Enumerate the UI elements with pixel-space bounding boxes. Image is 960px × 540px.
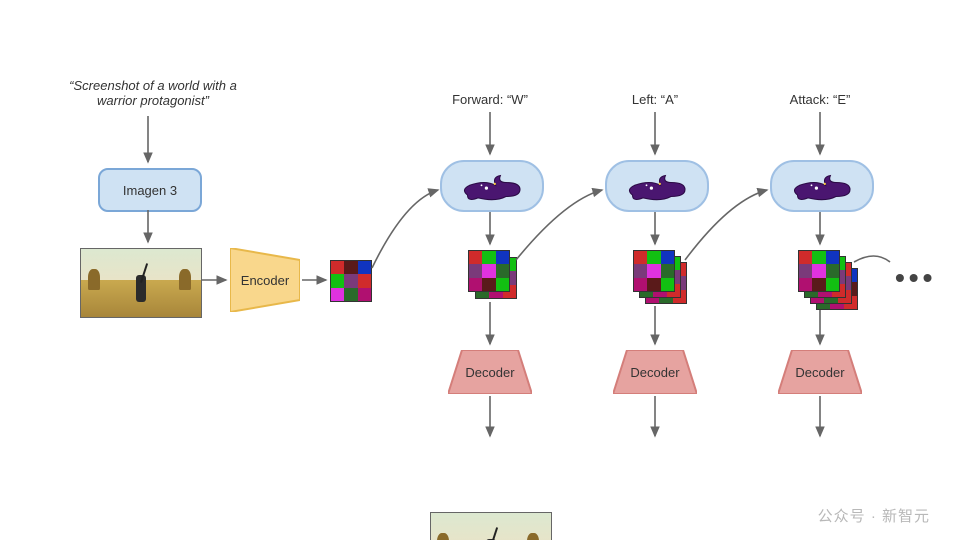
imagen3-label: Imagen 3	[123, 183, 177, 198]
latent-stack-0	[468, 250, 508, 290]
latent-stack-2	[798, 250, 838, 290]
genie-lamp-1	[605, 160, 709, 212]
encoder-label: Encoder	[241, 273, 289, 288]
decoder-label-2: Decoder	[795, 365, 844, 380]
decoder-2: Decoder	[778, 350, 862, 394]
imagen3-box: Imagen 3	[98, 168, 202, 212]
genie-lamp-2	[770, 160, 874, 212]
action-label-0: Forward: “W”	[420, 92, 560, 107]
action-label-1: Left: “A”	[585, 92, 725, 107]
generated-screenshot	[80, 248, 202, 318]
prompt-text: “Screenshot of a world with a warrior pr…	[48, 78, 258, 108]
watermark: 公众号 · 新智元	[818, 505, 930, 526]
output-frame-0	[430, 512, 552, 540]
encoder-block: Encoder	[230, 248, 300, 312]
continuation-dots: •••	[895, 262, 936, 294]
latent-stack-1	[633, 250, 673, 290]
decoder-0: Decoder	[448, 350, 532, 394]
action-label-2: Attack: “E”	[750, 92, 890, 107]
latent-tensor-0	[330, 260, 372, 302]
decoder-label-1: Decoder	[630, 365, 679, 380]
decoder-1: Decoder	[613, 350, 697, 394]
genie-lamp-0	[440, 160, 544, 212]
decoder-label-0: Decoder	[465, 365, 514, 380]
